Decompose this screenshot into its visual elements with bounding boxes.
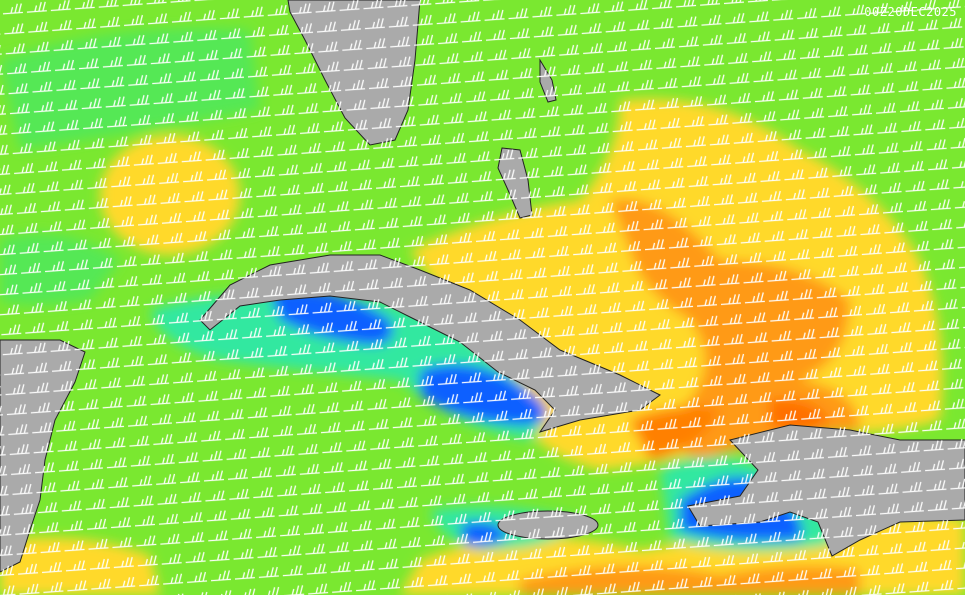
timestamp: 00Z20DEC2025	[864, 5, 957, 19]
